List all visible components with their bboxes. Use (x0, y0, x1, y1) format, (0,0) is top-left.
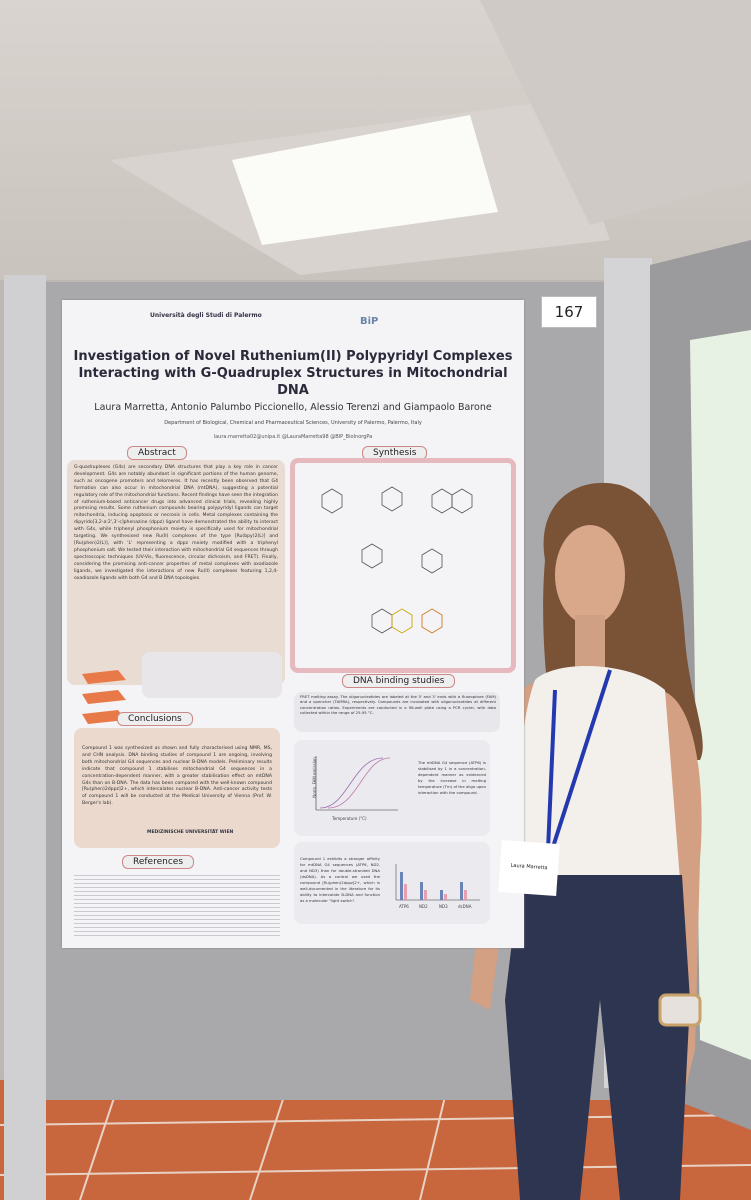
melting-box (294, 740, 490, 836)
affiliation: Department of Biological, Chemical and P… (164, 420, 422, 426)
section-heading: Conclusions (117, 712, 193, 726)
abstract-text: G-quadruplexes (G4s) are secondary DNA s… (74, 465, 278, 581)
affinity-text: Compound 1 exhibits a stronger affinity … (300, 856, 380, 903)
axis-label: Norm. FAM emission (311, 757, 317, 798)
logo-text: Università degli Studi di Palermo (150, 312, 262, 319)
synthesis-box (290, 458, 516, 673)
ceiling-beam (480, 0, 751, 225)
poster-title: Investigation of Novel Ruthenium(II) Pol… (73, 349, 513, 398)
section-heading: DNA binding studies (342, 674, 456, 688)
bar-category: ND2 (419, 904, 428, 909)
name-badge: Laura Marretta (498, 840, 560, 896)
authors: Laura Marretta, Antonio Palumbo Piccione… (94, 402, 492, 413)
synthesis-scheme (321, 486, 473, 634)
section-heading: Abstract (127, 446, 187, 460)
contacts: laura.marretta02@unipa.it @LauraMarretta… (213, 434, 373, 440)
neighbor-poster (690, 330, 751, 1060)
references-list (74, 872, 280, 938)
abstract-box (67, 460, 285, 685)
melting-plot (315, 756, 398, 811)
ceiling-light (232, 115, 498, 245)
melting-text: The mtDNA G4 sequence (ATP6) is stabilis… (418, 760, 486, 795)
fret-box (294, 692, 500, 732)
bar-category: ND3 (439, 904, 448, 909)
affinity-box (294, 842, 490, 924)
conclusions-box (74, 728, 280, 848)
section-heading: References (122, 855, 195, 869)
g4-illustration (82, 670, 126, 724)
axis-label: Temperature (°C) (332, 816, 367, 821)
board-post (4, 275, 46, 1200)
bar-category: ATP6 (399, 904, 409, 909)
bar-category: dsDNA (458, 904, 472, 909)
bar-plot (395, 864, 480, 901)
logo-text: BiP (360, 316, 379, 327)
partner-logo: MEDIZINISCHE UNIVERSITÄT WIEN (147, 830, 234, 835)
board-number: 167 (541, 296, 597, 328)
fret-text: FRET melting assay. The oligonucleotides… (300, 694, 496, 716)
complex-structure (142, 652, 282, 698)
poster: Università degli Studi di Palermo BiP In… (62, 300, 524, 948)
conclusions-text: Compound 1 was synthesized as shown and … (82, 746, 272, 807)
